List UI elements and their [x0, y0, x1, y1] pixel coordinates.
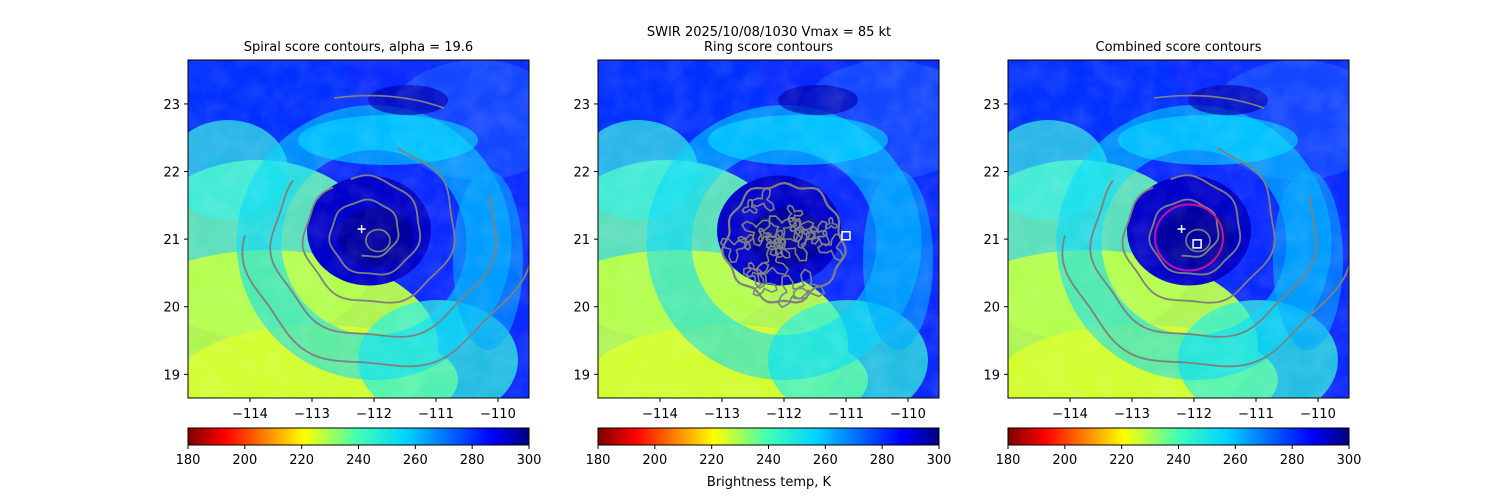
spiral-contour-2: [301, 147, 456, 304]
inner-contour: [365, 228, 391, 253]
x-tick-label: −114: [232, 407, 268, 422]
panel-2: Ring score contours −114 −113 −112 −111 −110 1…: [573, 40, 952, 468]
colorbar-label: Brightness temp, K: [707, 475, 832, 490]
axes-frame: [597, 59, 940, 399]
center-plus-marker: [1177, 225, 1186, 233]
spiral-contour-3: [1089, 180, 1318, 338]
x-tick-label: −113: [704, 407, 740, 422]
colorbar-tick-label: 180: [996, 453, 1021, 468]
colorbar-tick-label: 240: [346, 453, 371, 468]
colorbar-tick-label: 220: [1109, 453, 1134, 468]
colorbar-tick-label: 240: [756, 453, 781, 468]
x-tick-label: −112: [1176, 407, 1212, 422]
colorbar: 180 200 220 240 260 280 300: [586, 427, 952, 468]
y-tick-label: 23: [163, 98, 180, 113]
outer-arc-contour: [1153, 94, 1265, 109]
y-tick-label: 19: [163, 368, 180, 383]
outer-arc-contour: [333, 94, 445, 109]
y-tick-label: 23: [983, 98, 1000, 113]
y-tick-label: 22: [983, 166, 1000, 181]
colorbar-tick-label: 260: [813, 453, 838, 468]
colorbar-tick-label: 180: [586, 453, 611, 468]
y-tick-label: 22: [163, 166, 180, 181]
center-square-marker: [841, 231, 851, 241]
x-tick-label: −110: [1300, 407, 1336, 422]
colorbar-tick-label: 280: [870, 453, 895, 468]
colorbar-tick-label: 260: [1223, 453, 1248, 468]
brightness-temp-image: [188, 60, 529, 398]
x-tick-label: −111: [1238, 407, 1274, 422]
colorbar-tick-label: 300: [517, 453, 542, 468]
panel-title: Ring score contours: [704, 40, 833, 55]
x-tick-label: −110: [480, 407, 516, 422]
colorbar: 180 200 220 240 260 280 300: [996, 427, 1362, 468]
panel-title: Spiral score contours, alpha = 19.6: [244, 40, 473, 55]
spiral-contour-4: [1061, 235, 1349, 368]
x-tick-label: −113: [294, 407, 330, 422]
y-tick-label: 20: [573, 301, 590, 316]
colorbar-tick-label: 280: [1280, 453, 1305, 468]
colorbar-tick-label: 300: [927, 453, 952, 468]
spiral-contour-1: [1148, 174, 1242, 276]
colorbar-tick-label: 200: [642, 453, 667, 468]
colorbar: 180 200 220 240 260 280 300: [176, 427, 542, 468]
panel-1: Spiral score contours, alpha = 19.6 −114 −…: [163, 40, 542, 468]
colorbar-tick-label: 200: [232, 453, 257, 468]
y-tick-label: 21: [163, 233, 180, 248]
colorbar-tick-label: 180: [176, 453, 201, 468]
center-plus-marker: [357, 225, 366, 233]
x-tick-label: −114: [642, 407, 678, 422]
colorbar-tick-label: 240: [1166, 453, 1191, 468]
brightness-temp-image: [1008, 60, 1349, 398]
colorbar-tick-label: 200: [1052, 453, 1077, 468]
colorbar-tick-label: 220: [699, 453, 724, 468]
x-tick-label: −110: [890, 407, 926, 422]
colorbar-tick-label: 280: [460, 453, 485, 468]
y-tick-label: 22: [573, 166, 590, 181]
colorbar-tick-label: 220: [289, 453, 314, 468]
y-tick-label: 20: [983, 301, 1000, 316]
y-tick-label: 21: [573, 233, 590, 248]
panel-3: Combined score contours −114 −113 −112 −111 −…: [983, 40, 1362, 468]
axes-frame: [1007, 59, 1350, 399]
combined-max-contour: [1154, 203, 1224, 272]
y-tick-label: 23: [573, 98, 590, 113]
y-tick-label: 19: [573, 368, 590, 383]
x-tick-label: −112: [356, 407, 392, 422]
axes-frame: [187, 59, 530, 399]
colorbar-tick-label: 300: [1337, 453, 1362, 468]
figure-suptitle: SWIR 2025/10/08/1030 Vmax = 85 kt: [647, 25, 891, 40]
spiral-contour-4: [241, 235, 529, 368]
y-tick-label: 20: [163, 301, 180, 316]
panel-title: Combined score contours: [1096, 40, 1262, 55]
y-tick-label: 19: [983, 368, 1000, 383]
colorbar-tick-label: 260: [403, 453, 428, 468]
inner-contour: [1185, 228, 1211, 253]
x-tick-label: −114: [1052, 407, 1088, 422]
x-tick-label: −111: [418, 407, 454, 422]
x-tick-label: −112: [766, 407, 802, 422]
spiral-contour-3: [269, 180, 498, 338]
x-tick-label: −113: [1114, 407, 1150, 422]
y-tick-label: 21: [983, 233, 1000, 248]
ring-contour-disk: [719, 181, 847, 309]
center-square-marker: [1192, 239, 1202, 249]
spiral-contour-2: [1121, 147, 1276, 304]
x-tick-label: −111: [828, 407, 864, 422]
spiral-contour-1: [328, 174, 422, 276]
